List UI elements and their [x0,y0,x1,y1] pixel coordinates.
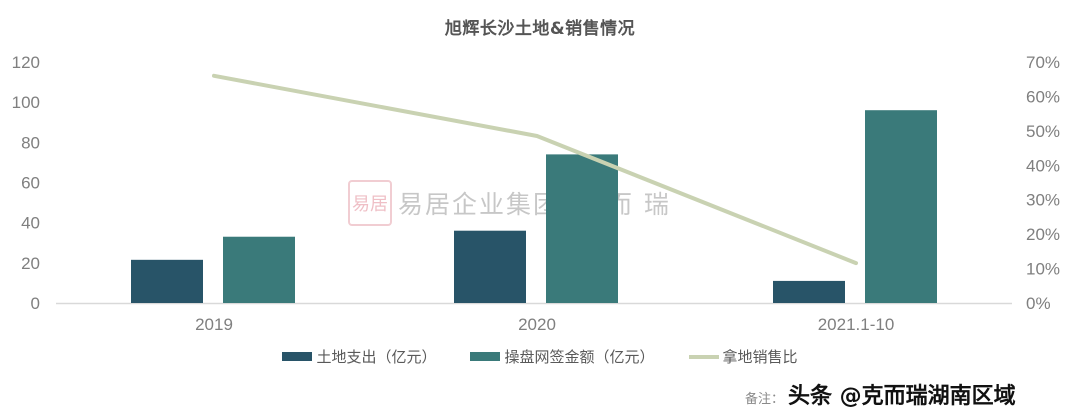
bar-sales-1 [546,154,618,303]
left-axis-tick: 60 [21,174,40,193]
legend-label: 土地支出（亿元） [316,348,437,366]
source-brand: 头条 @克而瑞湖南区域 [788,384,1016,409]
bar-sales-0 [223,236,295,303]
legend-label: 拿地销售比 [722,348,798,366]
legend-swatch-icon [282,352,313,361]
left-axis-tick: 120 [12,53,40,72]
legend: 土地支出（亿元） 操盘网签金额（亿元） 拿地销售比 [0,346,1080,367]
left-axis-tick: 40 [21,214,40,233]
x-axis-tick: 2021.1-10 [818,315,895,334]
legend-line-icon [688,354,719,359]
legend-label: 操盘网签金额（亿元） [504,348,655,366]
right-axis-tick: 50% [1026,122,1060,141]
right-axis-tick: 70% [1026,53,1060,72]
x-axis-tick: 2019 [195,315,233,334]
left-axis-tick: 0 [31,294,40,313]
bar-land-spend-1 [454,230,526,303]
legend-item-sales: 操盘网签金额（亿元） [470,346,655,367]
right-axis-tick: 40% [1026,156,1060,175]
right-axis-tick: 30% [1026,191,1060,210]
bar-sales-2 [865,110,937,303]
bar-land-spend-0 [131,259,203,303]
footnote: 备注： [745,392,785,407]
left-axis-tick: 100 [12,93,40,112]
x-axis-tick: 2020 [518,315,556,334]
left-axis-tick: 80 [21,133,40,152]
right-axis-tick: 0% [1026,294,1051,313]
right-axis-tick: 10% [1026,260,1060,279]
left-axis-tick: 20 [21,254,40,273]
right-axis-tick: 60% [1026,87,1060,106]
bar-land-spend-2 [773,280,845,303]
legend-item-land-spend: 土地支出（亿元） [282,346,436,367]
chart-title: 旭辉长沙土地&销售情况 [444,19,636,39]
legend-swatch-icon [470,352,501,361]
ratio-line [212,73,858,266]
right-axis-tick: 20% [1026,225,1060,244]
legend-item-ratio: 拿地销售比 [688,346,798,367]
